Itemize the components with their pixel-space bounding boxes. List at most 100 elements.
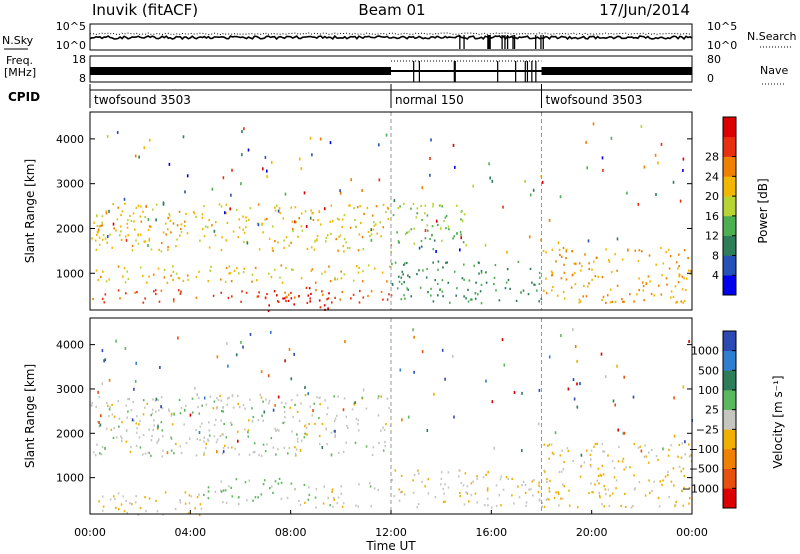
echo-pixel xyxy=(304,394,307,397)
echo-pixel xyxy=(130,219,133,222)
echo-pixel xyxy=(304,386,306,389)
echo-pixel xyxy=(183,220,186,223)
echo-pixel xyxy=(507,278,510,282)
echo-pixel xyxy=(463,213,466,216)
echo-pixel xyxy=(340,270,342,273)
echo-pixel xyxy=(117,400,120,403)
echo-pixel xyxy=(152,208,154,211)
echo-pixel xyxy=(602,168,604,172)
echo-pixel xyxy=(366,206,369,210)
echo-pixel xyxy=(422,269,424,272)
echo-pixel xyxy=(337,451,340,454)
echo-pixel xyxy=(677,455,679,458)
echo-pixel xyxy=(144,496,146,499)
echo-pixel xyxy=(277,209,280,213)
echo-pixel xyxy=(337,496,340,499)
echo-pixel xyxy=(474,492,477,495)
echo-pixel xyxy=(403,294,405,297)
echo-pixel xyxy=(331,488,334,491)
echo-pixel xyxy=(386,280,388,283)
echo-pixel xyxy=(228,272,230,275)
echo-pixel xyxy=(558,248,561,251)
echo-pixel xyxy=(485,473,487,476)
echo-pixel xyxy=(336,278,339,281)
echo-pixel xyxy=(148,428,150,431)
echo-pixel xyxy=(560,334,562,338)
echo-pixel xyxy=(424,485,426,488)
echo-pixel xyxy=(688,455,691,458)
echo-pixel xyxy=(220,419,222,422)
echo-pixel xyxy=(156,427,159,430)
echo-pixel xyxy=(216,397,218,400)
echo-pixel xyxy=(486,489,489,492)
echo-pixel xyxy=(643,455,646,458)
echo-pixel xyxy=(199,438,201,441)
echo-pixel xyxy=(578,298,581,301)
echo-pixel xyxy=(112,222,115,226)
echo-pixel xyxy=(222,406,224,409)
echo-pixel xyxy=(688,443,690,446)
echo-pixel xyxy=(424,237,427,240)
echo-pixel xyxy=(123,267,126,270)
echo-pixel xyxy=(139,233,142,236)
echo-pixel xyxy=(321,272,323,275)
echo-pixel xyxy=(447,486,450,489)
echo-pixel xyxy=(286,496,289,499)
echo-pixel xyxy=(678,275,680,278)
echo-pixel xyxy=(127,410,129,413)
echo-pixel xyxy=(441,205,443,208)
echo-pixel xyxy=(358,483,360,486)
echo-pixel xyxy=(664,475,667,478)
echo-pixel xyxy=(177,336,179,340)
echo-pixel xyxy=(262,443,265,446)
echo-pixel xyxy=(426,268,428,271)
echo-pixel xyxy=(118,425,120,428)
echo-pixel xyxy=(386,206,389,209)
echo-pixel xyxy=(645,282,648,285)
echo-pixel xyxy=(415,216,418,219)
echo-pixel xyxy=(94,454,97,457)
echo-pixel xyxy=(231,168,233,172)
echo-pixel xyxy=(559,253,561,257)
echo-pixel xyxy=(322,293,324,296)
echo-pixel xyxy=(278,477,281,480)
echo-pixel xyxy=(583,284,585,287)
colorbar-swatch xyxy=(723,390,736,410)
echo-pixel xyxy=(182,135,185,139)
echo-pixel xyxy=(275,453,277,456)
echo-pixel xyxy=(357,505,360,508)
echo-pixel xyxy=(367,294,369,298)
echo-pixel xyxy=(334,417,337,420)
echo-pixel xyxy=(362,270,364,273)
echo-pixel xyxy=(294,220,296,224)
echo-pixel xyxy=(208,429,211,432)
echo-pixel xyxy=(315,289,317,292)
echo-pixel xyxy=(474,297,477,300)
echo-pixel xyxy=(572,459,574,462)
echo-pixel xyxy=(674,504,676,508)
echo-pixel xyxy=(227,364,229,368)
echo-pixel xyxy=(344,340,346,344)
echo-pixel xyxy=(447,225,450,228)
echo-pixel xyxy=(545,251,547,254)
echo-pixel xyxy=(355,225,357,228)
echo-pixel xyxy=(93,451,95,454)
echo-pixel xyxy=(115,339,117,343)
echo-pixel xyxy=(563,485,566,488)
echo-pixel xyxy=(240,340,242,344)
echo-pixel xyxy=(680,456,683,459)
freq-label-2: [MHz] xyxy=(4,66,36,79)
echo-pixel xyxy=(678,265,680,268)
echo-pixel xyxy=(271,485,273,488)
echo-pixel xyxy=(182,279,185,282)
echo-pixel xyxy=(238,406,241,409)
echo-pixel xyxy=(404,262,406,265)
echo-pixel xyxy=(346,246,349,249)
echo-pixel xyxy=(432,248,435,251)
echo-pixel xyxy=(567,387,570,391)
noise-search-line xyxy=(89,32,693,36)
echo-pixel xyxy=(636,293,638,296)
echo-pixel xyxy=(388,293,390,296)
echo-pixel xyxy=(681,275,684,278)
echo-pixel xyxy=(215,407,218,410)
